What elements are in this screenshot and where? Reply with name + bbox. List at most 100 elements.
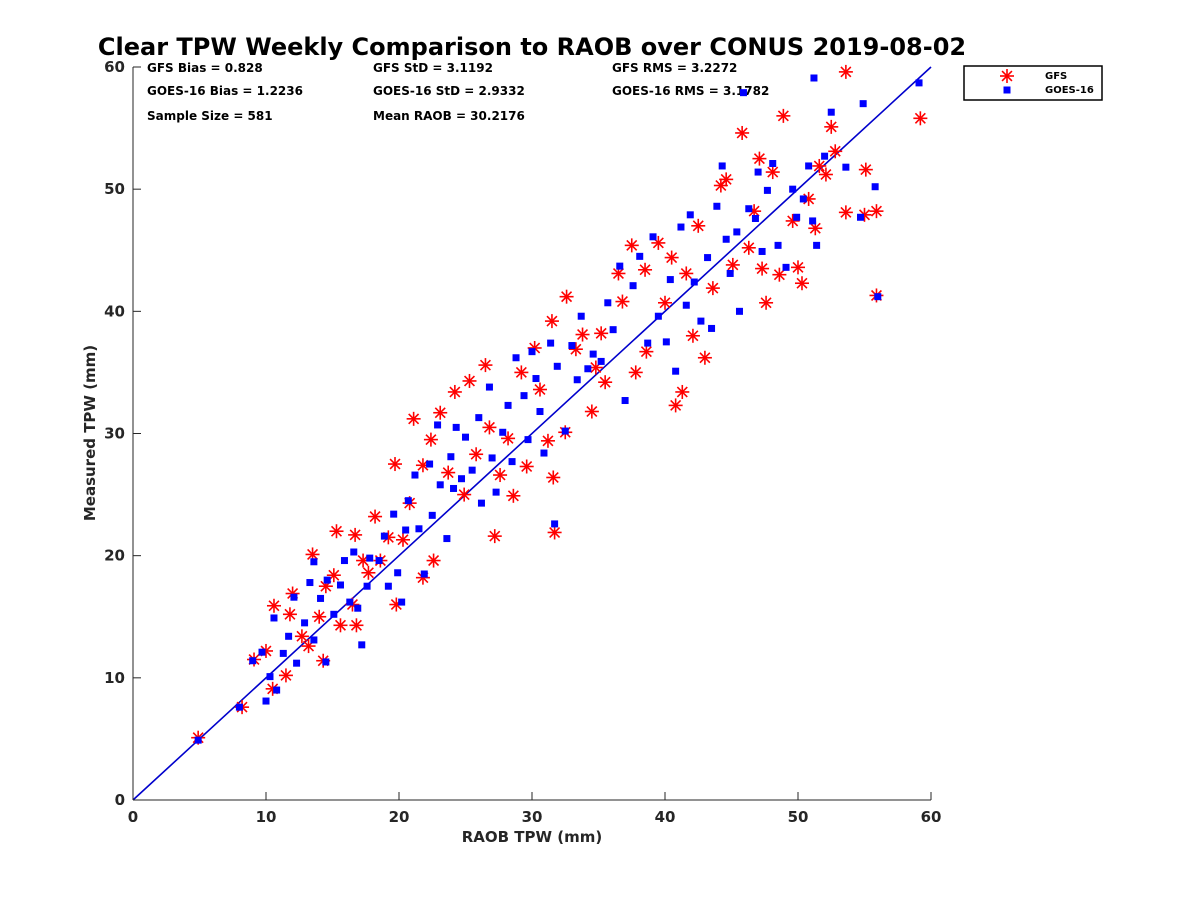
goes-point: [306, 579, 314, 587]
goes-point: [722, 235, 730, 243]
goes-point: [301, 619, 309, 627]
goes-point: [805, 162, 813, 170]
gfs-point: [725, 257, 740, 272]
gfs-point: [697, 350, 712, 365]
goes-point: [682, 301, 690, 309]
gfs-point: [664, 250, 679, 265]
goes-point: [273, 686, 281, 694]
gfs-point: [426, 553, 441, 568]
gfs-point: [441, 465, 456, 480]
gfs-point: [615, 294, 630, 309]
gfs-point: [540, 433, 555, 448]
goes-point: [726, 269, 734, 277]
y-axis-ticks: 0 10 20 30 40 50 60: [104, 58, 141, 809]
gfs-point: [791, 260, 805, 275]
goes-point: [512, 354, 520, 362]
goes-point: [398, 598, 406, 606]
gfs-point: [584, 404, 599, 419]
goes-point: [584, 365, 592, 373]
gfs-point: [312, 609, 327, 624]
gfs-point: [457, 487, 472, 502]
gfs-point: [433, 405, 448, 420]
goes-rms-stat: GOES-16 RMS = 3.1782: [612, 84, 769, 98]
gfs-point: [368, 509, 383, 524]
x-tick-label: 20: [389, 808, 410, 826]
goes-point: [686, 211, 694, 219]
gfs-point: [388, 457, 403, 472]
gfs-point: [658, 295, 672, 310]
legend: GFS GOES-16: [963, 65, 1103, 101]
goes-point: [488, 454, 496, 462]
gfs-point: [776, 108, 791, 123]
goes-point: [310, 636, 318, 644]
goes-point: [340, 557, 348, 565]
gfs-point: [772, 267, 787, 282]
goes-point: [915, 79, 923, 87]
y-tick-label: 60: [104, 58, 125, 76]
gfs-point: [406, 411, 421, 426]
goes-point: [871, 183, 879, 191]
gfs-point: [469, 447, 484, 462]
gfs-point: [519, 459, 534, 474]
goes-point: [532, 375, 540, 383]
goes-point: [458, 475, 466, 483]
gfs-point: [759, 295, 774, 310]
gfs-point: [628, 365, 643, 380]
x-tick-label: 50: [788, 808, 809, 826]
goes-point: [499, 428, 507, 436]
goes-point: [317, 594, 325, 602]
gfs-point: [624, 238, 639, 253]
goes-point: [350, 548, 358, 556]
gfs-point: [685, 328, 700, 343]
gfs-point: [838, 205, 853, 220]
goes-bias-stat: GOES-16 Bias = 1.2236: [147, 84, 303, 98]
goes-point: [745, 205, 753, 213]
gfs-point: [532, 382, 547, 397]
goes-point: [636, 252, 644, 260]
goes-point: [475, 414, 483, 422]
goes-point: [616, 262, 624, 270]
goes-point: [662, 338, 670, 346]
goes-point: [799, 195, 807, 203]
goes-point: [739, 89, 747, 97]
goes-point: [751, 214, 759, 222]
gfs-point: [765, 165, 780, 180]
gfs-point: [869, 204, 884, 219]
gfs-point: [349, 618, 364, 633]
goes-point: [540, 449, 548, 457]
goes-point: [375, 557, 383, 565]
gfs-point: [348, 527, 363, 542]
goes-point: [604, 299, 612, 307]
goes-point: [520, 392, 528, 400]
goes-point: [384, 582, 392, 590]
goes-point: [782, 263, 790, 271]
gfs-point: [462, 373, 477, 388]
goes-point: [758, 247, 766, 255]
gfs-point: [741, 240, 756, 255]
goes-point: [793, 213, 801, 221]
gfs-point: [514, 365, 529, 380]
gfs-point: [858, 162, 873, 177]
goes-point: [390, 510, 398, 518]
gfs-rms-stat: GFS RMS = 3.2272: [612, 61, 737, 75]
goes-point: [629, 282, 637, 290]
goes-point: [258, 648, 266, 656]
goes-point: [789, 185, 797, 193]
gfs-point: [838, 64, 853, 79]
goes-point: [477, 499, 485, 507]
legend-goes-square: [1003, 86, 1011, 94]
goes-point: [859, 100, 867, 108]
goes-point: [704, 254, 712, 262]
gfs-std-stat: GFS StD = 3.1192: [373, 61, 493, 75]
gfs-series: [191, 64, 928, 745]
goes-point: [428, 511, 436, 519]
legend-gfs-label: GFS: [1045, 71, 1067, 82]
gfs-point: [913, 111, 928, 126]
goes-point: [266, 673, 274, 681]
goes-point: [235, 703, 243, 711]
one-to-one-line: [132, 66, 932, 801]
gfs-point: [818, 167, 833, 182]
goes-std-stat: GOES-16 StD = 2.9332: [373, 84, 525, 98]
goes-point: [450, 484, 458, 492]
gfs-point: [493, 468, 508, 483]
